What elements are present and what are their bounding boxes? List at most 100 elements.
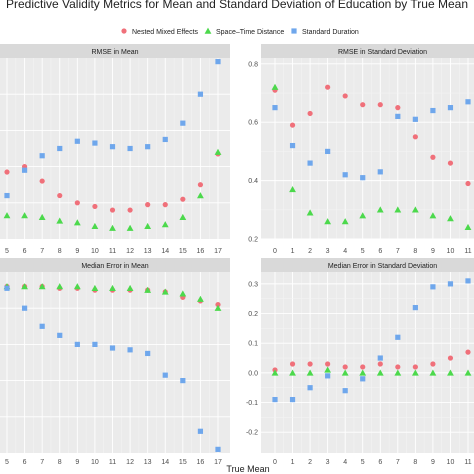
point-nested bbox=[74, 200, 80, 206]
point-nested bbox=[215, 301, 221, 308]
x-tick-label: 13 bbox=[144, 248, 152, 255]
x-tick-label: 6 bbox=[378, 459, 382, 466]
point-nested bbox=[395, 364, 401, 370]
legend-key-standard bbox=[291, 28, 297, 34]
point-standard bbox=[289, 396, 296, 403]
y-tick-label: 0.3 bbox=[248, 281, 258, 288]
x-tick-label: 1 bbox=[291, 248, 295, 255]
point-spacetime bbox=[464, 223, 472, 231]
x-tick-label: 2 bbox=[308, 459, 312, 466]
x-tick-label: 4 bbox=[343, 459, 347, 466]
panel-title: Median Error in Mean bbox=[81, 263, 148, 270]
x-tick-label: 15 bbox=[179, 459, 187, 466]
point-standard bbox=[21, 305, 28, 311]
point-nested bbox=[360, 102, 366, 108]
x-tick-label: 14 bbox=[161, 248, 169, 255]
point-nested bbox=[447, 160, 454, 166]
series-spacetime bbox=[3, 148, 222, 231]
legend-item-nested: Nested Mixed Effects bbox=[121, 28, 199, 36]
point-nested bbox=[127, 207, 133, 213]
series-spacetime bbox=[271, 83, 472, 231]
point-nested bbox=[307, 110, 313, 117]
point-standard bbox=[145, 144, 151, 150]
point-spacetime bbox=[56, 283, 64, 290]
point-nested bbox=[307, 361, 313, 367]
point-spacetime bbox=[324, 366, 332, 373]
y-tick-label: 0.4 bbox=[248, 178, 258, 185]
point-spacetime bbox=[306, 369, 314, 376]
x-tick-label: 12 bbox=[126, 459, 134, 466]
point-nested bbox=[92, 203, 98, 210]
point-spacetime bbox=[447, 369, 454, 376]
x-tick-label: 6 bbox=[23, 459, 27, 466]
figure-title: Predictive Validity Metrics for Mean and… bbox=[6, 0, 468, 11]
x-tick-label: 0 bbox=[273, 248, 277, 255]
point-spacetime bbox=[179, 213, 187, 220]
panel-background bbox=[261, 272, 474, 453]
x-tick-label: 1 bbox=[291, 459, 295, 466]
point-standard bbox=[447, 281, 454, 287]
point-nested bbox=[325, 361, 331, 367]
point-nested bbox=[377, 361, 383, 367]
point-spacetime bbox=[271, 83, 279, 90]
x-tick-label: 17 bbox=[214, 459, 222, 466]
x-tick-label: 3 bbox=[326, 459, 330, 466]
point-spacetime bbox=[56, 217, 64, 224]
point-standard bbox=[342, 388, 348, 394]
x-tick-label: 0 bbox=[273, 459, 277, 466]
point-spacetime bbox=[126, 224, 134, 231]
x-tick-label: 6 bbox=[378, 248, 382, 255]
point-standard bbox=[430, 284, 436, 290]
point-standard bbox=[57, 145, 63, 152]
point-spacetime bbox=[464, 369, 472, 376]
point-nested bbox=[412, 364, 418, 370]
point-spacetime bbox=[429, 369, 437, 376]
series-nested bbox=[4, 151, 221, 213]
x-tick-label: 12 bbox=[126, 248, 134, 255]
point-standard bbox=[39, 323, 45, 329]
point-standard bbox=[395, 334, 401, 340]
point-spacetime bbox=[394, 369, 402, 376]
y-tick-label: -0.1 bbox=[246, 400, 258, 407]
point-standard bbox=[465, 278, 471, 284]
x-tick-label: 9 bbox=[431, 248, 435, 255]
point-nested bbox=[412, 134, 418, 140]
x-tick-label: 14 bbox=[161, 459, 169, 466]
point-spacetime bbox=[38, 283, 46, 290]
point-spacetime bbox=[161, 288, 169, 295]
x-tick-label: 2 bbox=[308, 248, 312, 255]
point-standard bbox=[272, 105, 278, 111]
point-nested bbox=[145, 202, 151, 208]
point-standard bbox=[307, 385, 313, 391]
point-spacetime bbox=[197, 295, 204, 302]
y-tick-label: 0.2 bbox=[248, 311, 258, 318]
x-tick-label: 11 bbox=[464, 248, 471, 255]
series-nested bbox=[272, 349, 471, 373]
point-spacetime bbox=[38, 213, 46, 220]
point-standard bbox=[197, 428, 204, 434]
point-nested bbox=[325, 84, 331, 90]
point-spacetime bbox=[411, 369, 419, 376]
point-standard bbox=[215, 446, 221, 452]
y-tick-label: 0.1 bbox=[248, 341, 258, 348]
point-spacetime bbox=[109, 284, 116, 292]
point-spacetime bbox=[429, 212, 437, 219]
point-spacetime bbox=[144, 286, 152, 293]
y-tick-label: 0.6 bbox=[248, 120, 258, 127]
point-standard bbox=[197, 91, 204, 97]
point-spacetime bbox=[341, 218, 349, 225]
point-standard bbox=[325, 148, 331, 155]
point-standard bbox=[215, 59, 221, 65]
panel-strip bbox=[261, 258, 474, 272]
point-spacetime bbox=[376, 206, 384, 213]
x-tick-label: 10 bbox=[447, 459, 455, 466]
point-nested bbox=[289, 361, 296, 367]
point-standard bbox=[412, 305, 418, 311]
point-spacetime bbox=[214, 304, 222, 311]
point-nested bbox=[430, 361, 436, 367]
point-spacetime bbox=[91, 222, 99, 230]
point-standard bbox=[360, 175, 366, 181]
point-spacetime bbox=[271, 369, 279, 376]
panel-strip bbox=[261, 44, 474, 58]
